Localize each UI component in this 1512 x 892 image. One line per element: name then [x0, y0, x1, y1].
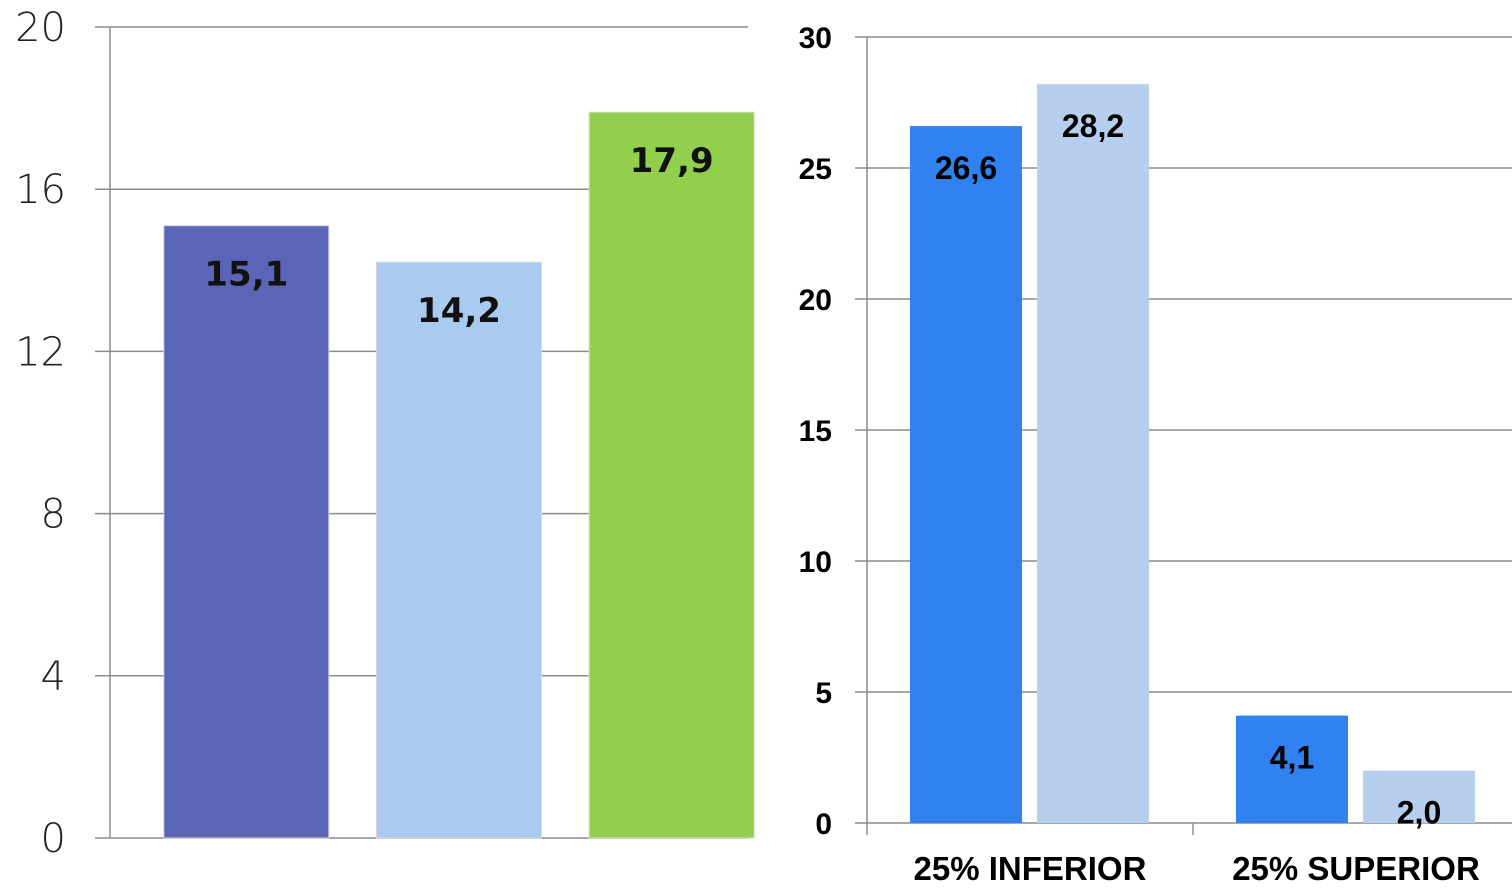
y-tick-label: 12 — [15, 329, 66, 375]
left-bar-chart: 0 4 8 12 16 20 15,1 14,2 17,9 — [15, 5, 755, 862]
y-tick-label: 0 — [815, 808, 832, 841]
y-tick-label: 8 — [41, 492, 66, 538]
data-label: 4,1 — [1270, 740, 1314, 776]
data-label: 17,9 — [630, 141, 714, 181]
bar — [1236, 715, 1348, 823]
y-tick-label: 15 — [799, 415, 832, 448]
data-label: 14,2 — [417, 291, 501, 331]
data-label: 26,6 — [935, 150, 997, 186]
bar — [1363, 770, 1475, 823]
right-bar-chart: 0 5 10 15 20 25 30 26,6 28,2 25% INFERIOR 4,1 2,0 25… — [799, 22, 1512, 887]
data-label: 2,0 — [1397, 795, 1441, 831]
x-category-label: 25% INFERIOR — [914, 850, 1147, 887]
bar — [910, 126, 1022, 823]
data-label: 15,1 — [204, 255, 288, 295]
bar — [1037, 84, 1149, 823]
bar — [376, 261, 542, 839]
y-tick-label: 20 — [799, 284, 832, 317]
y-tick-label: 10 — [799, 546, 832, 579]
y-tick-label: 30 — [799, 22, 832, 55]
y-tick-label: 25 — [799, 153, 832, 186]
x-category-label: 25% SUPERIOR — [1232, 850, 1480, 887]
y-tick-label: 0 — [41, 816, 66, 862]
y-tick-label: 4 — [41, 654, 66, 700]
data-label: 28,2 — [1062, 108, 1124, 144]
y-tick-label: 5 — [815, 677, 832, 710]
y-tick-label: 16 — [15, 167, 66, 213]
bar — [588, 111, 755, 839]
y-tick-label: 20 — [15, 5, 66, 51]
bar — [163, 225, 330, 839]
